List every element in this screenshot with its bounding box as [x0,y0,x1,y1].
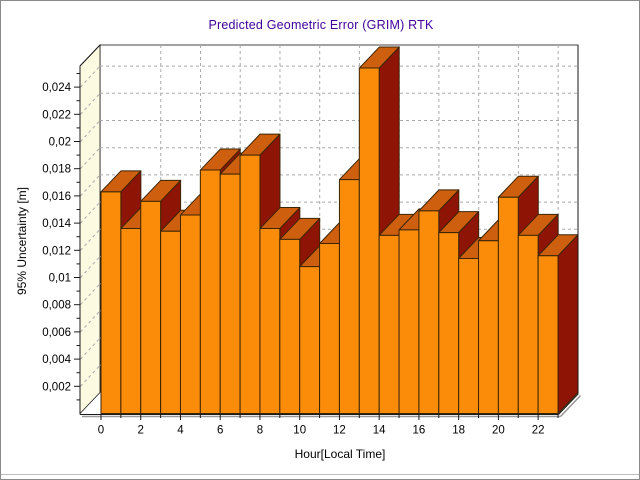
bar-front-face [100,191,122,414]
x-tick-label: 14 [373,425,386,437]
bar-front-face [478,240,499,414]
sidewall-gridline [80,92,101,115]
bar-front-face [219,173,241,414]
bar-front-face [239,154,261,414]
y-tick-label: 0,024 [42,82,71,94]
y-axis: 0,002 0,004 0,006 0,008 0,01 0,012 0,014 0,016 0… [42,73,80,401]
bar-front-face [279,238,301,414]
bar-front-face [140,200,162,414]
bar-front-face [358,67,380,414]
plot-side-wall [79,44,101,415]
y-tick-label: 0,018 [42,164,71,176]
x-tick-label: 0 [98,425,104,437]
bar-hour-22 [537,234,579,414]
x-tick-label: 8 [257,425,263,437]
x-tick-label: 22 [532,425,545,437]
bottom-separator-line [1,474,639,475]
bar-front-face [179,214,201,414]
x-tick-label: 16 [413,425,426,437]
y-tick-label: 0,006 [42,327,71,339]
sidewall-gridline [80,65,101,88]
bar-front-face [319,243,340,414]
sidewall-gridline [80,120,101,142]
bar-front-face [537,255,559,414]
sidewall-gridline [80,364,101,387]
y-tick-label: 0,012 [42,245,71,257]
bar-front-face [378,234,400,414]
bar-side-face [557,234,579,414]
x-tick-label: 10 [293,425,306,437]
x-tick-label: 2 [138,425,144,437]
bar-front-face [160,230,181,414]
bar-front-face [398,229,420,414]
bars [100,46,579,414]
sidewall-gridline [80,228,101,251]
y-tick-label: 0,014 [42,218,71,230]
y-tick-label: 0,01 [49,273,71,285]
wall-top-edge [79,44,101,67]
sidewall-gridline [80,310,101,333]
axis-shadow-diagonal [559,394,582,418]
y-tick-label: 0,002 [42,381,71,393]
x-tick-label: 6 [217,425,223,437]
y-tick-label: 0,022 [42,109,71,121]
y-tick-label: 0,02 [49,137,71,149]
sidewall-gridline [80,337,101,360]
y-tick-label: 0,016 [42,191,71,203]
sidewall-gridline [80,283,101,306]
x-tick-label: 18 [452,425,465,437]
floor-right-diagonal [558,393,579,415]
bar-front-face [438,232,460,414]
chart-title: Predicted Geometric Error (GRIM) RTK [208,18,434,32]
bar-front-face [120,228,142,414]
x-axis: 0 2 4 6 8 10 12 14 16 18 20 22 [98,415,559,437]
bar-front-face [338,179,360,414]
bar-front-face [458,257,480,414]
sidewall-gridline [80,174,101,197]
bar-front-face [299,266,321,414]
bar-front-face [497,196,519,414]
bar-front-face [517,234,539,414]
sidewall-gridline [80,201,101,224]
y-tick-label: 0,004 [42,354,71,366]
sidewall-gridline [80,147,101,170]
y-tick-label: 0,008 [42,300,71,312]
x-axis-title: Hour[Local Time] [294,447,386,461]
bar-front-face [418,210,440,414]
bar-front-face [199,169,221,414]
sidewall-gridline [80,256,101,278]
x-tick-label: 20 [492,425,505,437]
bar-front-face [259,228,281,414]
x-tick-label: 12 [333,425,346,437]
x-tick-label: 4 [177,425,184,437]
axis-frame [79,44,579,415]
